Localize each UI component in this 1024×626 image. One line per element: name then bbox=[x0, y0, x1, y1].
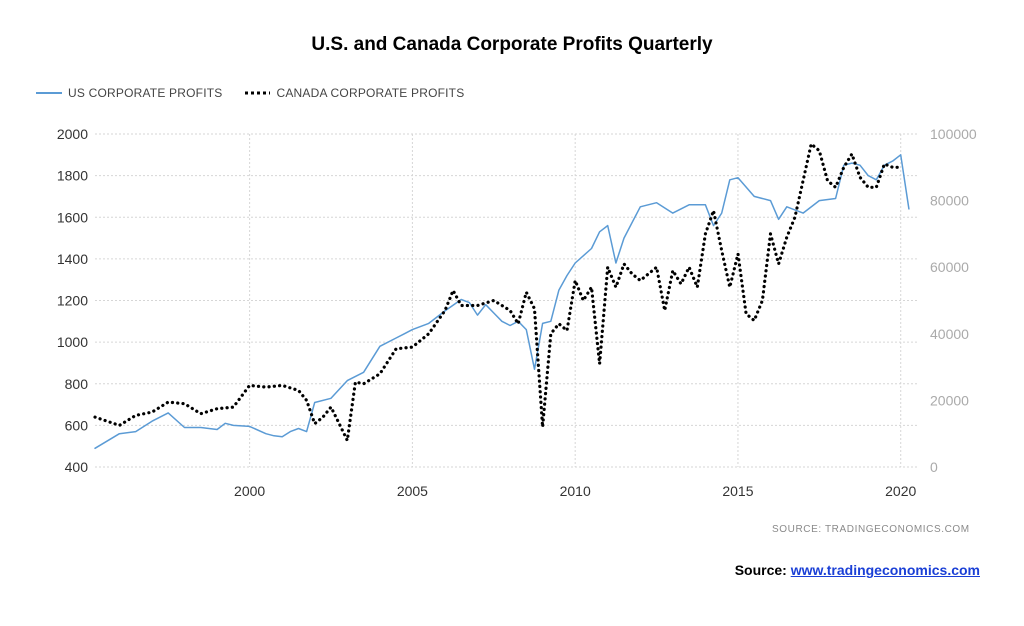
y-left-tick-label: 400 bbox=[65, 459, 89, 475]
legend-swatch-canada bbox=[245, 91, 271, 95]
y-right-tick-label: 100000 bbox=[930, 126, 977, 142]
chart-title: U.S. and Canada Corporate Profits Quarte… bbox=[311, 34, 713, 55]
x-tick-label: 2020 bbox=[885, 483, 916, 499]
y-right-tick-label: 20000 bbox=[930, 392, 969, 408]
y-left-tick-label: 1400 bbox=[57, 251, 88, 267]
source-label: Source: bbox=[734, 562, 787, 578]
legend-label-us: US CORPORATE PROFITS bbox=[68, 86, 223, 100]
chart-legend: US CORPORATE PROFITS CANADA CORPORATE PR… bbox=[36, 84, 486, 102]
y-right-tick-label: 0 bbox=[930, 459, 938, 475]
legend-item-us[interactable]: US CORPORATE PROFITS bbox=[36, 86, 222, 100]
y-left-tick-label: 600 bbox=[65, 417, 89, 433]
gridlines bbox=[95, 133, 917, 468]
y-left-tick-label: 1800 bbox=[57, 168, 88, 184]
series-layer bbox=[93, 142, 910, 450]
source-link[interactable]: www.tradingeconomics.com bbox=[790, 562, 980, 578]
y-left-tick-label: 800 bbox=[65, 376, 89, 392]
y-right-tick-label: 60000 bbox=[930, 259, 969, 275]
y-left-tick-label: 1600 bbox=[57, 209, 88, 225]
watermark-source: SOURCE: TRADINGECONOMICS.COM bbox=[772, 524, 970, 535]
legend-label-canada: CANADA CORPORATE PROFITS bbox=[276, 86, 465, 100]
x-tick-label: 2005 bbox=[397, 483, 428, 499]
x-axis: 2000 2005 2010 2015 2020 bbox=[234, 483, 916, 499]
y-left-tick-label: 2000 bbox=[57, 126, 88, 142]
series-line-canada bbox=[93, 142, 903, 442]
x-tick-label: 2010 bbox=[560, 483, 591, 499]
y-left-tick-label: 1200 bbox=[57, 293, 88, 309]
x-tick-label: 2015 bbox=[722, 483, 753, 499]
y-left-tick-label: 1000 bbox=[57, 334, 88, 350]
y-right-tick-label: 40000 bbox=[930, 326, 969, 342]
y-right-tick-label: 80000 bbox=[930, 193, 969, 209]
legend-swatch-us bbox=[36, 92, 62, 94]
y-axis-right: 0 20000 40000 60000 80000 100000 bbox=[930, 126, 977, 475]
legend-item-canada[interactable]: CANADA CORPORATE PROFITS bbox=[244, 86, 464, 100]
x-tick-label: 2000 bbox=[234, 483, 265, 499]
y-axis-left: 400 600 800 1000 1200 1400 1600 1800 2000 bbox=[57, 126, 88, 475]
series-line-us bbox=[94, 154, 910, 450]
source-line: Source: www.tradingeconomics.com bbox=[735, 562, 980, 578]
